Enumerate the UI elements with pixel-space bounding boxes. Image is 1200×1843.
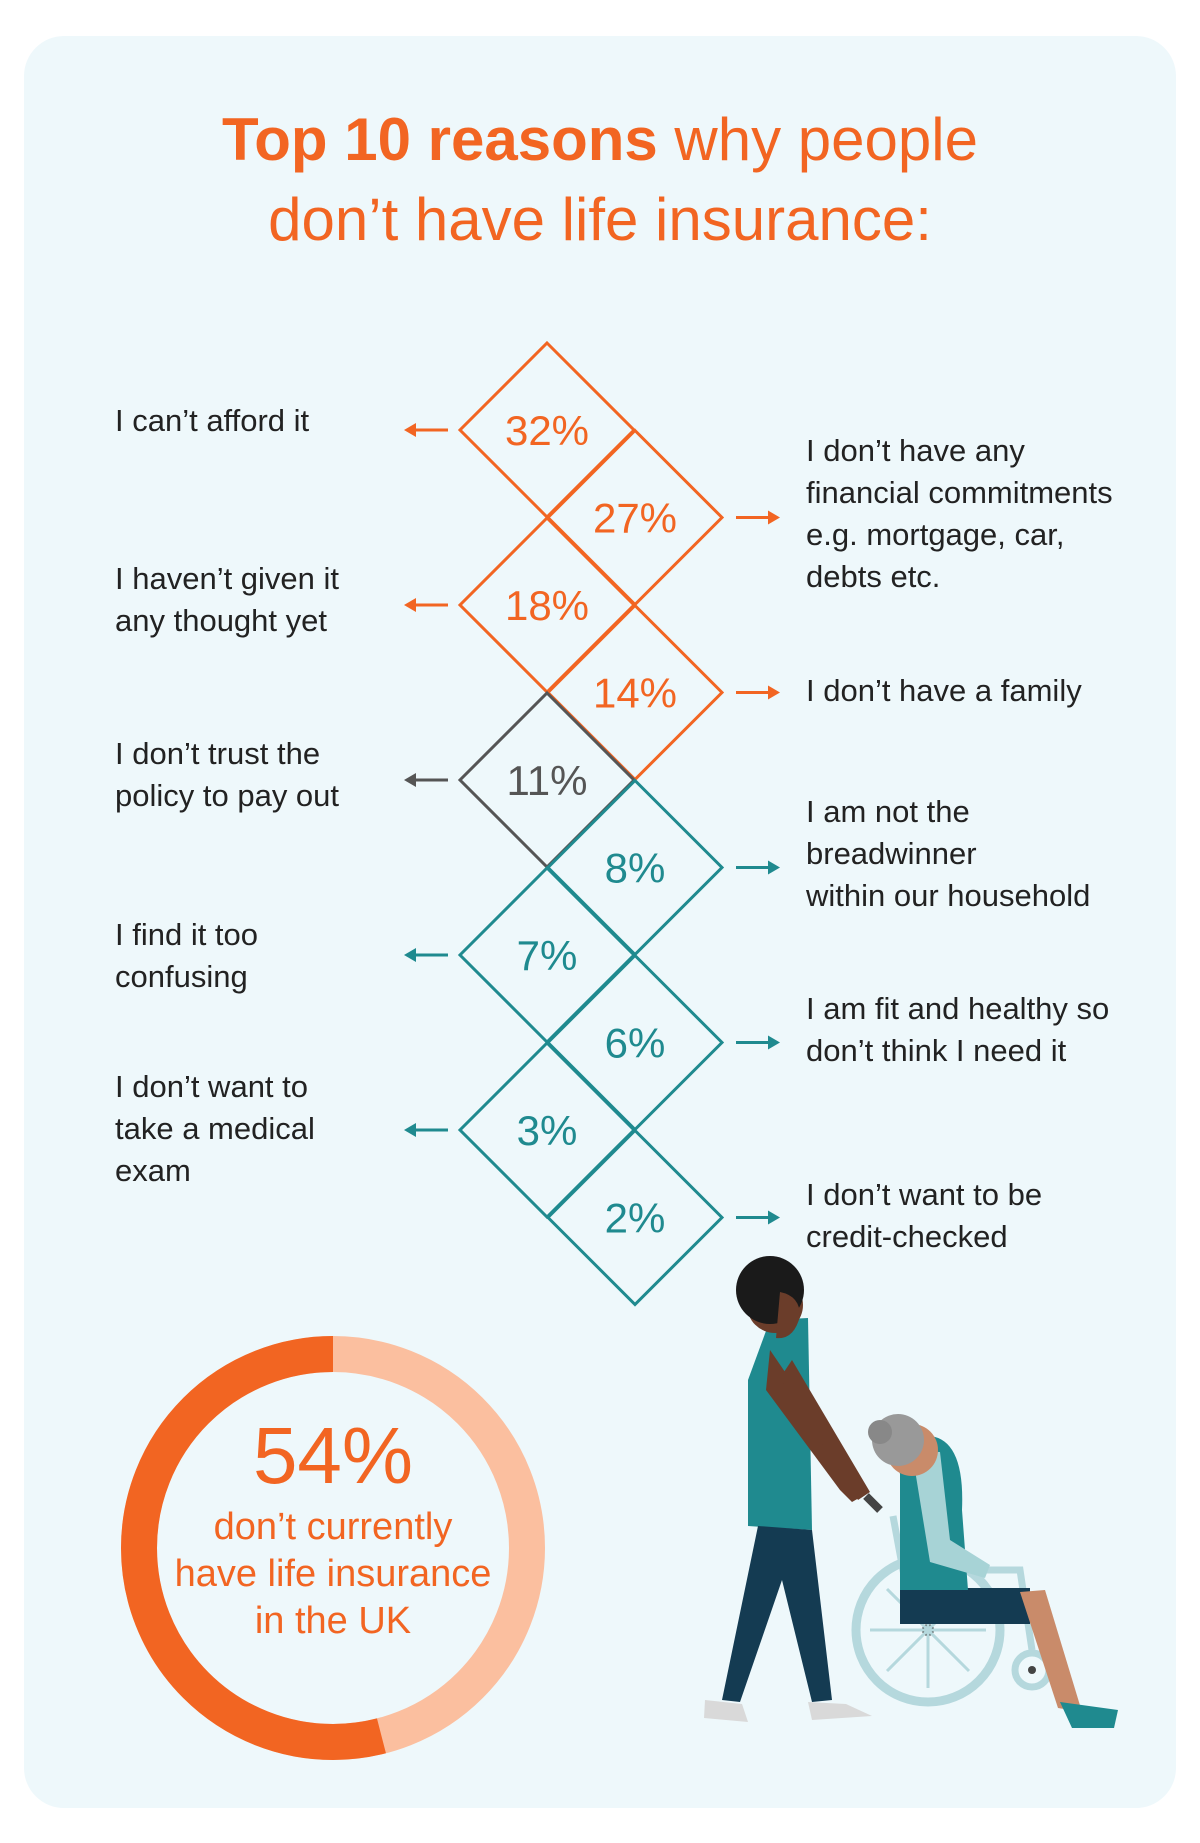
title-rest: why people	[657, 106, 978, 173]
reason-value-label: 7%	[517, 932, 578, 979]
carer-person	[704, 1256, 872, 1722]
title-line2: don’t have life insurance:	[268, 186, 932, 253]
arrow-left-icon	[404, 773, 448, 787]
reason-label-10: I don’t want to be credit-checked	[806, 1177, 1043, 1254]
reason-label-1: I can’t afford it	[115, 403, 310, 438]
arrow-right-icon	[736, 860, 780, 875]
reason-label-2: I don’t have any financial commitments e…	[806, 433, 1113, 594]
reason-value-label: 2%	[605, 1195, 666, 1242]
seated-person	[868, 1414, 1118, 1728]
reason-label-7: I find it too confusing	[115, 917, 259, 994]
arrow-left-icon	[404, 598, 448, 612]
arrow-right-icon	[736, 1035, 780, 1050]
reason-value-label: 27%	[593, 495, 677, 542]
donut-percent: 54%	[252, 1411, 414, 1500]
reason-value-label: 6%	[605, 1020, 666, 1067]
arrow-right-icon	[736, 1210, 780, 1225]
reason-label-6: I am not the breadwinner within our hous…	[806, 794, 1091, 913]
arrow-left-icon	[404, 1123, 448, 1137]
reason-value-label: 3%	[517, 1107, 578, 1154]
reason-label-8: I am fit and healthy so don’t think I ne…	[806, 991, 1110, 1068]
reason-value-label: 8%	[605, 845, 666, 892]
reason-diamond	[545, 1128, 725, 1307]
page-title: Top 10 reasons why people don’t have lif…	[0, 100, 1200, 260]
reason-label-3: I haven’t given it any thought yet	[115, 561, 340, 638]
reason-label-5: I don’t trust the policy to pay out	[115, 736, 340, 813]
arrow-left-icon	[404, 948, 448, 962]
arrow-right-icon	[736, 510, 780, 525]
reason-value-label: 14%	[593, 670, 677, 717]
title-bold: Top 10 reasons	[222, 106, 658, 173]
reason-value-label: 11%	[507, 757, 588, 804]
reason-label-4: I don’t have a family	[806, 673, 1082, 708]
donut-value-arc	[121, 1336, 545, 1760]
donut-caption: don’t currently have life insurance in t…	[174, 1506, 492, 1642]
arrow-right-icon	[736, 685, 780, 700]
reason-value-label: 18%	[505, 582, 589, 629]
reason-label-9: I don’t want to take a medical exam	[115, 1069, 315, 1188]
arrow-left-icon	[404, 423, 448, 437]
reason-value-label: 32%	[505, 407, 589, 454]
